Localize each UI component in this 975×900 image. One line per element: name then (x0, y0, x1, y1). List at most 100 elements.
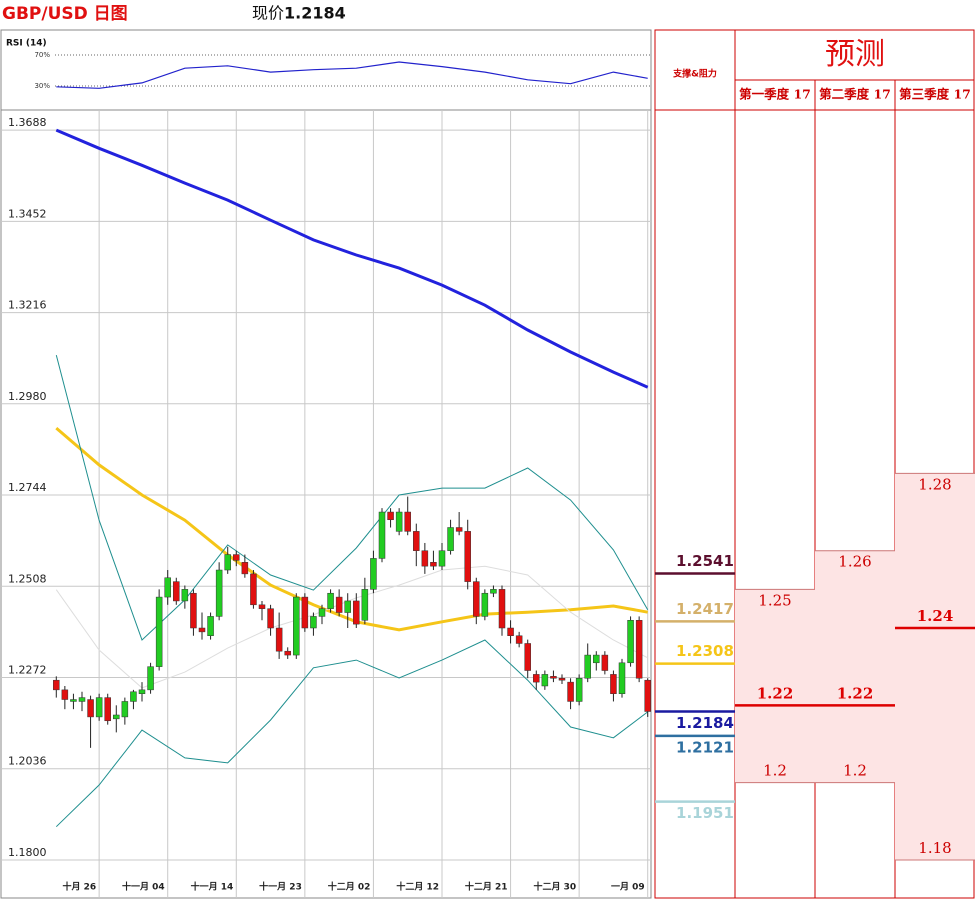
y-tick-label: 1.3216 (8, 299, 47, 312)
candle-body (610, 674, 617, 694)
y-tick-label: 1.3688 (8, 116, 47, 129)
candle-body (627, 620, 634, 664)
candle-body (593, 654, 600, 664)
x-tick-label: 十一月 04 (122, 881, 165, 893)
candle-body (181, 589, 189, 602)
candle-body (464, 531, 471, 582)
candle-body (490, 589, 497, 594)
candle-body (498, 589, 506, 629)
candle-body (404, 511, 411, 532)
candle-body (387, 511, 394, 521)
candle-body (267, 608, 274, 629)
overlay-line (55, 639, 649, 828)
rsi-tick-label: 70% (34, 51, 50, 59)
candle-body (224, 554, 231, 571)
candle-body (138, 689, 146, 694)
price-value: 1.2184 (284, 4, 346, 23)
candle-body (515, 635, 523, 644)
candle-body (87, 699, 94, 718)
forecast-column-header: 第三季度 17 (899, 87, 971, 102)
level-label: 1.2308 (676, 642, 734, 660)
overlay-line (55, 565, 648, 689)
candle-body (584, 654, 591, 679)
level-label: 1.2417 (676, 600, 734, 618)
candle-body (524, 643, 531, 671)
candle-body (284, 650, 291, 656)
candle-body (147, 666, 154, 691)
level-label: 1.1951 (676, 804, 734, 822)
level-label: 1.2121 (676, 738, 734, 756)
candle-body (473, 581, 480, 617)
forecast-low-label: 1.18 (918, 839, 951, 857)
forecast-low-label: 1.2 (763, 762, 787, 780)
candle-body (567, 681, 574, 702)
candle-body (233, 554, 240, 561)
y-tick-label: 1.1800 (8, 846, 47, 859)
candle-body (550, 676, 557, 679)
x-tick-label: 十二月 02 (328, 881, 371, 893)
candle-body (541, 674, 549, 687)
y-tick-label: 1.2508 (8, 572, 47, 585)
candle-body (155, 596, 163, 667)
y-tick-label: 1.2980 (8, 390, 47, 403)
candle-body (601, 654, 609, 671)
candle-body (70, 699, 77, 702)
level-label: 1.2184 (676, 714, 734, 732)
candle-body (275, 627, 283, 652)
level-label: 1.2541 (676, 552, 734, 570)
candle-body (447, 527, 454, 551)
candle-body (53, 679, 60, 691)
rsi-line (56, 61, 648, 89)
price-panel (0, 109, 652, 899)
x-tick-label: 十二月 12 (396, 881, 439, 893)
price-label: 现价 (252, 4, 284, 23)
y-tick-label: 1.2272 (8, 663, 47, 676)
candle-body (130, 691, 137, 702)
title: GBP/USD 日图 (2, 4, 128, 24)
candle-body (430, 562, 437, 567)
forecast-high-label: 1.28 (918, 475, 951, 493)
candle-body (327, 592, 334, 609)
candle-body (618, 662, 626, 694)
candle-body (335, 596, 343, 613)
candle-body (395, 511, 403, 532)
forecast-range (815, 550, 895, 783)
candle-body (370, 558, 377, 590)
candle-body (575, 678, 583, 702)
candle-body (361, 589, 369, 621)
forecast-column-header: 第一季度 17 (739, 87, 811, 102)
x-tick-label: 一月 09 (611, 882, 645, 893)
rsi-panel (0, 29, 652, 111)
y-tick-label: 1.3452 (8, 207, 47, 220)
candle-body (558, 678, 566, 681)
forecast-mid-label: 1.24 (917, 607, 954, 625)
forecast-mid-label: 1.22 (757, 684, 794, 702)
forecast-low-label: 1.2 (843, 762, 867, 780)
candle-body (644, 679, 651, 712)
candle-body (438, 550, 446, 567)
x-tick-label: 十二月 21 (465, 881, 508, 893)
x-tick-label: 十二月 30 (533, 881, 576, 893)
candle-body (61, 689, 69, 700)
candle-body (481, 592, 489, 617)
candle-body (258, 604, 266, 609)
forecast-high-label: 1.26 (838, 553, 871, 571)
candle-body (164, 577, 171, 598)
forecast-range (735, 589, 815, 783)
candle-body (635, 620, 643, 679)
forecast-high-label: 1.25 (758, 591, 791, 609)
candle-body (293, 596, 300, 656)
candle-body (301, 596, 309, 629)
candle-body (241, 562, 249, 575)
y-tick-label: 1.2036 (8, 755, 47, 768)
forecast-mid-label: 1.22 (837, 684, 874, 702)
rsi-tick-label: 30% (34, 82, 50, 90)
x-tick-label: 十一月 23 (259, 881, 302, 893)
candle-body (533, 674, 540, 683)
candle-body (353, 600, 360, 625)
forecast-range (895, 473, 975, 860)
candle-body (413, 531, 420, 551)
overlay-line (55, 128, 649, 389)
x-tick-label: 十月 26 (62, 881, 96, 893)
